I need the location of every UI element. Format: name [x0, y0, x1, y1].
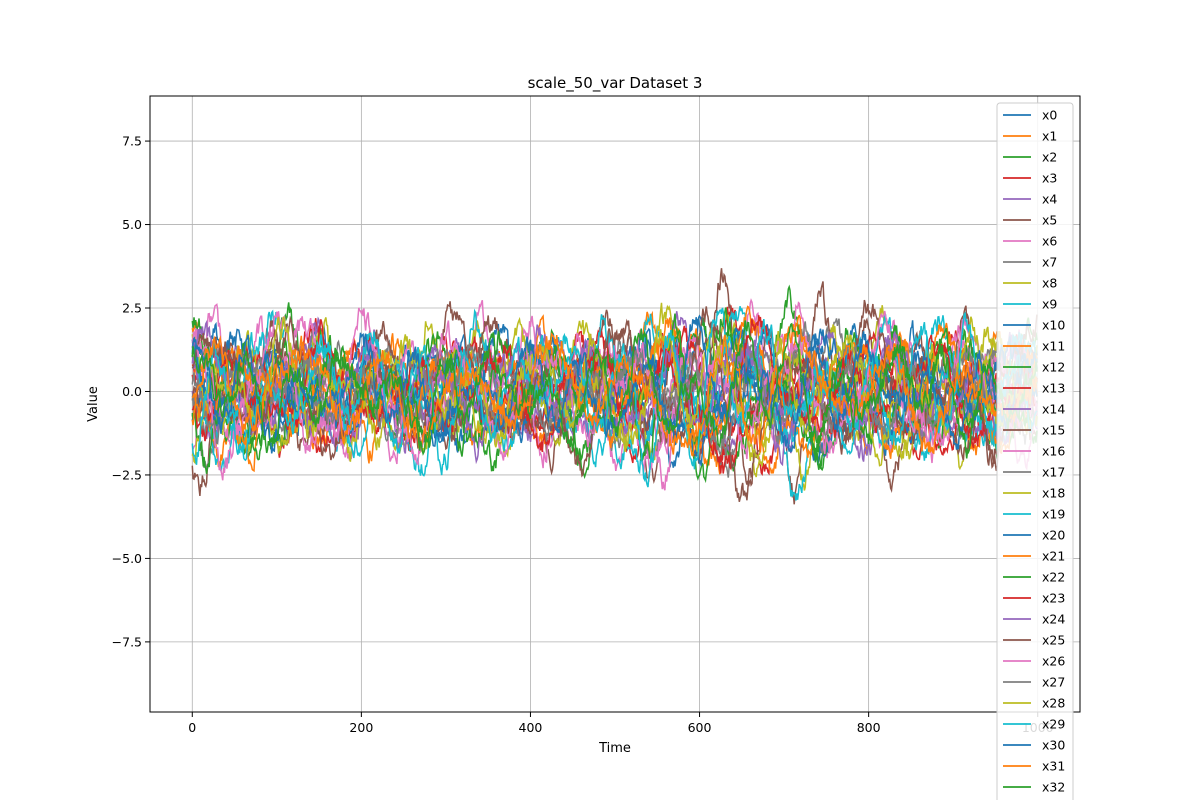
legend-label: x12 [1042, 360, 1065, 375]
legend-label: x17 [1042, 465, 1065, 480]
legend-label: x22 [1042, 570, 1065, 585]
x-tick-label: 400 [519, 720, 543, 735]
chart-title: scale_50_var Dataset 3 [528, 74, 703, 93]
y-tick-label: −5.0 [112, 551, 142, 566]
series-line-x31 [191, 314, 1038, 455]
x-tick-label: 600 [688, 720, 712, 735]
legend-label: x18 [1042, 486, 1065, 501]
legend-label: x24 [1042, 612, 1065, 627]
y-axis-label: Value [86, 386, 101, 422]
legend-label: x21 [1042, 549, 1065, 564]
x-tick-label: 0 [188, 720, 196, 735]
x-axis-label: Time [598, 741, 631, 756]
legend-label: x31 [1042, 759, 1065, 774]
legend-label: x7 [1042, 255, 1057, 270]
legend-label: x27 [1042, 675, 1065, 690]
x-tick-label: 800 [857, 720, 881, 735]
series-line-x16 [191, 316, 1038, 473]
legend-box [996, 102, 1074, 800]
legend-label: x29 [1042, 717, 1065, 732]
legend-label: x28 [1042, 696, 1065, 711]
legend-label: x1 [1042, 129, 1057, 144]
series-line-x30 [191, 317, 1038, 454]
y-tick-label: 2.5 [122, 301, 142, 316]
legend-label: x15 [1042, 423, 1065, 438]
series-lines [191, 268, 1038, 505]
legend-label: x11 [1042, 339, 1065, 354]
legend-label: x14 [1042, 402, 1065, 417]
legend-label: x23 [1042, 591, 1065, 606]
legend-label: x16 [1042, 444, 1065, 459]
legend: x0 x1 x2 x3 x4 x5 x6 x7 x8 x9 x10 x11 x12 x13 x14 x15 x1… [996, 102, 1074, 800]
legend-label: x32 [1042, 780, 1065, 795]
y-tick-label: 0.0 [122, 384, 142, 399]
legend-label: x25 [1042, 633, 1065, 648]
series-line-x32 [191, 320, 1038, 459]
plot-frame [149, 95, 1081, 713]
legend-label: x4 [1042, 192, 1057, 207]
legend-label: x19 [1042, 507, 1065, 522]
y-tick-label: 7.5 [122, 134, 142, 149]
x-tick-label: 200 [349, 720, 373, 735]
legend-label: x10 [1042, 318, 1065, 333]
legend-label: x2 [1042, 150, 1057, 165]
legend-label: x3 [1042, 171, 1057, 186]
legend-label: x5 [1042, 213, 1057, 228]
y-tick-label: −2.5 [112, 467, 142, 482]
legend-label: x20 [1042, 528, 1065, 543]
legend-label: x6 [1042, 234, 1057, 249]
legend-label: x8 [1042, 276, 1057, 291]
y-tick-label: 5.0 [122, 217, 142, 232]
y-tick-label: −7.5 [112, 634, 142, 649]
legend-label: x26 [1042, 654, 1065, 669]
legend-label: x9 [1042, 297, 1057, 312]
legend-label: x0 [1042, 108, 1057, 123]
legend-label: x30 [1042, 738, 1065, 753]
legend-label: x13 [1042, 381, 1065, 396]
